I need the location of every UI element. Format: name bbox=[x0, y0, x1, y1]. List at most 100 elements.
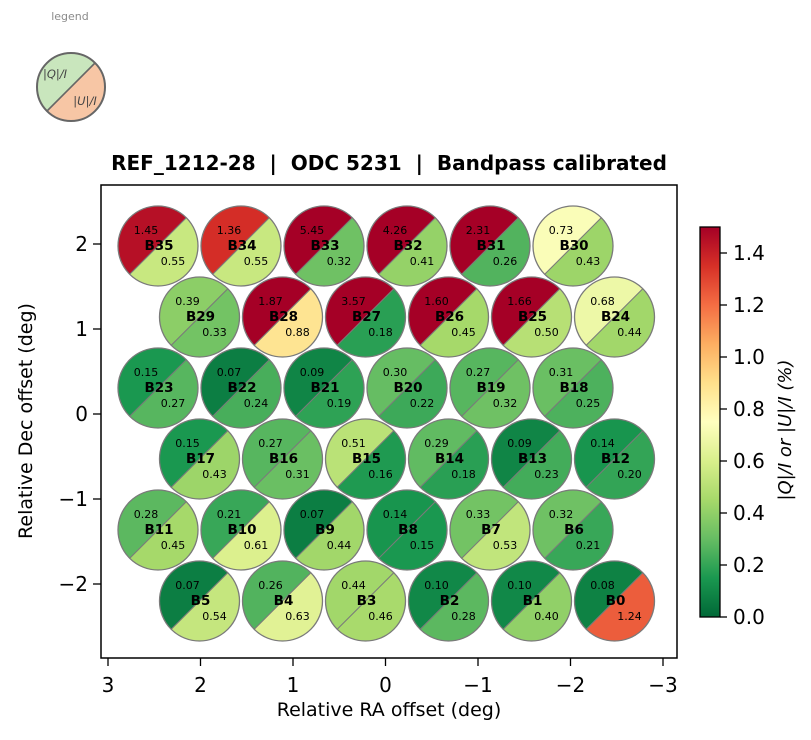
beam-q-value: 1.36 bbox=[217, 224, 242, 237]
q-half bbox=[367, 206, 436, 275]
u-half bbox=[503, 572, 572, 641]
beam-u-value: 0.50 bbox=[534, 326, 559, 339]
circle-outline bbox=[117, 347, 199, 429]
beam-q-value: 0.31 bbox=[549, 366, 574, 379]
beam-u-value: 0.31 bbox=[285, 468, 310, 481]
split-line bbox=[336, 288, 395, 346]
beam-u-value: 0.45 bbox=[161, 539, 186, 552]
circle-outline bbox=[158, 560, 241, 642]
split-line bbox=[502, 572, 561, 630]
beam-name: B15 bbox=[352, 451, 381, 467]
q-half bbox=[325, 561, 394, 630]
beam-q-value: 1.87 bbox=[258, 295, 283, 308]
beam-name: B12 bbox=[601, 451, 630, 467]
x-tick-label: 0 bbox=[379, 673, 392, 697]
beam-name: B34 bbox=[227, 238, 256, 254]
beam-q-value: 0.09 bbox=[300, 366, 325, 379]
colorbar-tick-label: 0.4 bbox=[733, 501, 765, 525]
u-half bbox=[378, 359, 447, 429]
beam-q-value: 0.15 bbox=[134, 366, 159, 379]
split-line bbox=[585, 288, 644, 346]
split-line bbox=[295, 359, 353, 417]
split-line bbox=[212, 501, 270, 559]
u-half bbox=[420, 430, 489, 499]
circle-outline bbox=[490, 276, 573, 358]
circle-outline bbox=[366, 489, 448, 571]
beam-u-value: 0.43 bbox=[576, 255, 601, 268]
beam-name: B29 bbox=[186, 309, 215, 325]
circle-outline bbox=[366, 347, 448, 429]
beam-u-value: 0.19 bbox=[327, 397, 352, 410]
beam-u-value: 0.44 bbox=[617, 326, 642, 339]
u-half bbox=[337, 288, 406, 357]
split-line bbox=[212, 217, 270, 275]
q-half bbox=[491, 419, 560, 488]
q-half bbox=[159, 419, 228, 488]
colorbar-tick-label: 1.2 bbox=[733, 293, 765, 317]
u-half bbox=[171, 430, 240, 499]
x-tick-label: 3 bbox=[102, 673, 115, 697]
u-half bbox=[378, 217, 447, 286]
beam-name: B7 bbox=[481, 522, 501, 538]
q-half bbox=[367, 490, 436, 559]
beam-u-value: 0.41 bbox=[410, 255, 435, 268]
beam-name: B25 bbox=[518, 309, 547, 325]
u-half bbox=[337, 430, 406, 499]
beam-q-value: 1.45 bbox=[134, 224, 159, 237]
q-half bbox=[450, 490, 519, 559]
beam-q-value: 0.10 bbox=[424, 579, 449, 592]
beam-q-value: 0.14 bbox=[383, 508, 408, 521]
q-half bbox=[159, 277, 228, 346]
q-half bbox=[37, 52, 96, 112]
beam-name: B5 bbox=[191, 593, 211, 609]
u-half bbox=[586, 572, 655, 641]
circle-outline bbox=[241, 560, 324, 642]
circle-outline bbox=[241, 418, 324, 500]
x-axis-label: Relative RA offset (deg) bbox=[276, 699, 502, 721]
circle-outline bbox=[283, 489, 365, 571]
beam-u-value: 0.22 bbox=[410, 397, 435, 410]
q-half bbox=[284, 206, 353, 275]
circle-outline bbox=[158, 276, 241, 358]
x-tick-label: 2 bbox=[194, 673, 207, 697]
beam-u-value: 0.63 bbox=[285, 610, 310, 623]
circle-outline bbox=[532, 489, 614, 571]
u-half bbox=[378, 501, 447, 571]
split-line bbox=[461, 359, 519, 417]
u-half bbox=[461, 501, 531, 571]
y-tick-label: −2 bbox=[59, 572, 88, 596]
split-line bbox=[253, 288, 312, 346]
beam-u-value: 0.18 bbox=[451, 468, 476, 481]
circle-outline bbox=[490, 418, 573, 500]
q-half bbox=[491, 561, 560, 630]
beam-q-value: 0.08 bbox=[590, 579, 615, 592]
split-line bbox=[46, 62, 96, 112]
beam-u-value: 0.44 bbox=[327, 539, 352, 552]
beam-u-value: 0.24 bbox=[244, 397, 269, 410]
circle-outline bbox=[407, 418, 490, 500]
beam-name: B17 bbox=[186, 451, 215, 467]
q-half bbox=[118, 490, 187, 559]
beam-name: B11 bbox=[144, 522, 173, 538]
q-half bbox=[408, 561, 477, 630]
beam-u-value: 0.55 bbox=[244, 255, 269, 268]
legend-u-label: |U|/I bbox=[73, 94, 97, 108]
split-line bbox=[502, 430, 561, 488]
q-half bbox=[242, 561, 311, 630]
q-half bbox=[408, 419, 477, 488]
q-half bbox=[242, 419, 311, 488]
beam-q-value: 0.68 bbox=[590, 295, 615, 308]
q-half bbox=[284, 490, 353, 559]
